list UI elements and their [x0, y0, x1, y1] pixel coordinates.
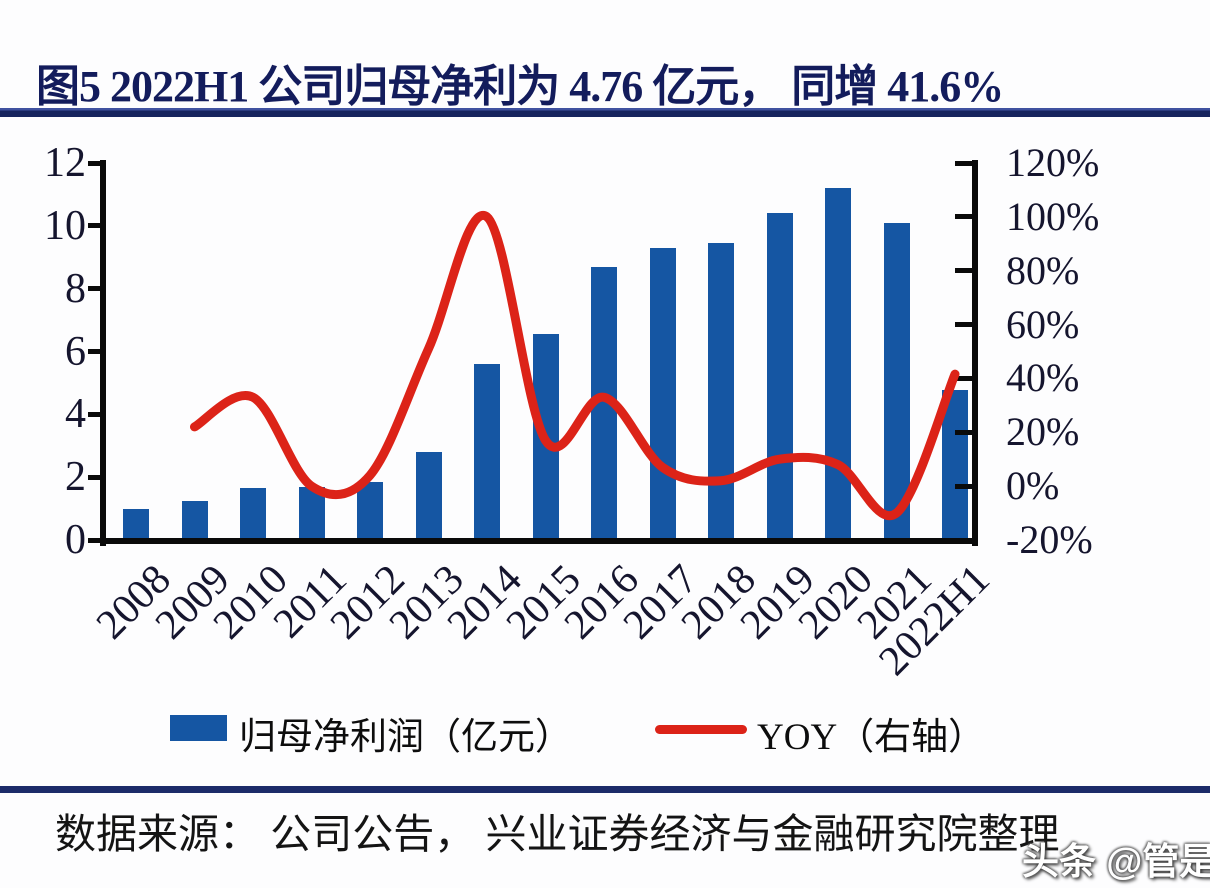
- left-axis-tick-label: 0: [65, 517, 86, 563]
- right-axis-tick: [955, 268, 972, 274]
- chart-area: 0 2 4 6 8 10 12 -20% 0% 20% 40% 60% 80% 100% 120% 2008 2…: [0, 130, 1210, 690]
- right-axis-tick-label: 0%: [1006, 463, 1060, 509]
- left-axis-tick: [88, 411, 105, 417]
- right-axis-tick-label: 100%: [1006, 193, 1100, 239]
- left-axis-tick-label: 10: [44, 202, 86, 249]
- bar-2009: [181, 500, 208, 540]
- right-axis-tick-label: 120%: [1006, 140, 1100, 185]
- left-axis-tick: [88, 474, 105, 480]
- data-source-text: 数据来源： 公司公告， 兴业证券经济与金融研究院整理: [55, 811, 1060, 857]
- right-axis-tick-label: 20%: [1006, 409, 1080, 455]
- bar-2021: [883, 222, 910, 540]
- left-axis-tick: [88, 537, 105, 543]
- toutiao-watermark: 头条 @管是: [1022, 841, 1210, 882]
- right-axis-tick: [955, 375, 972, 381]
- left-axis-tick-label: 2: [65, 454, 86, 501]
- title-underline: [0, 108, 1210, 117]
- bar-2019: [766, 213, 793, 540]
- bar-2012: [357, 481, 383, 540]
- left-axis-tick-label: 12: [44, 140, 86, 186]
- left-axis-tick-label: 6: [65, 328, 86, 375]
- left-axis-tick: [88, 160, 105, 166]
- legend-bar-swatch: [170, 715, 227, 741]
- left-axis-tick-label: 4: [65, 391, 86, 438]
- bar-2015: [532, 334, 559, 540]
- figure-title: 图5 2022H1 公司归母净利为 4.76 亿元， 同增 41.6%: [36, 62, 1004, 111]
- bar-2010: [240, 488, 266, 540]
- bar-2011: [298, 486, 325, 540]
- bar-2008: [123, 508, 149, 540]
- bar-2013: [415, 452, 442, 540]
- legend-line-label: YOY（右轴）: [757, 717, 986, 758]
- legend-bar-label: 归母净利润（亿元）: [239, 717, 572, 758]
- right-axis-tick-label: 40%: [1006, 355, 1080, 401]
- right-axis-tick-label: -20%: [1006, 517, 1093, 562]
- right-axis-tick-label: 80%: [1006, 247, 1080, 293]
- right-axis-tick: [955, 322, 972, 328]
- left-axis-tick: [88, 286, 105, 292]
- bar-2016: [591, 266, 617, 540]
- source-separator-rule: [0, 786, 1210, 793]
- right-axis-line: [972, 160, 978, 546]
- left-axis-tick: [88, 223, 105, 229]
- left-axis-tick-label: 8: [65, 265, 86, 312]
- right-axis-tick: [955, 214, 972, 220]
- bottom-axis-line: [100, 538, 978, 544]
- left-axis-tick: [88, 349, 105, 354]
- bar-2020: [825, 188, 851, 540]
- bar-2014: [474, 364, 500, 540]
- right-axis-tick: [955, 160, 972, 166]
- left-axis-line: [100, 160, 106, 546]
- right-axis-tick: [955, 483, 972, 489]
- bar-2022H1: [942, 390, 968, 540]
- legend-line-swatch: [655, 725, 747, 734]
- right-axis-tick: [955, 429, 972, 435]
- bar-2018: [708, 243, 734, 540]
- bar-2017: [649, 247, 676, 540]
- right-axis-tick-label: 60%: [1006, 301, 1080, 347]
